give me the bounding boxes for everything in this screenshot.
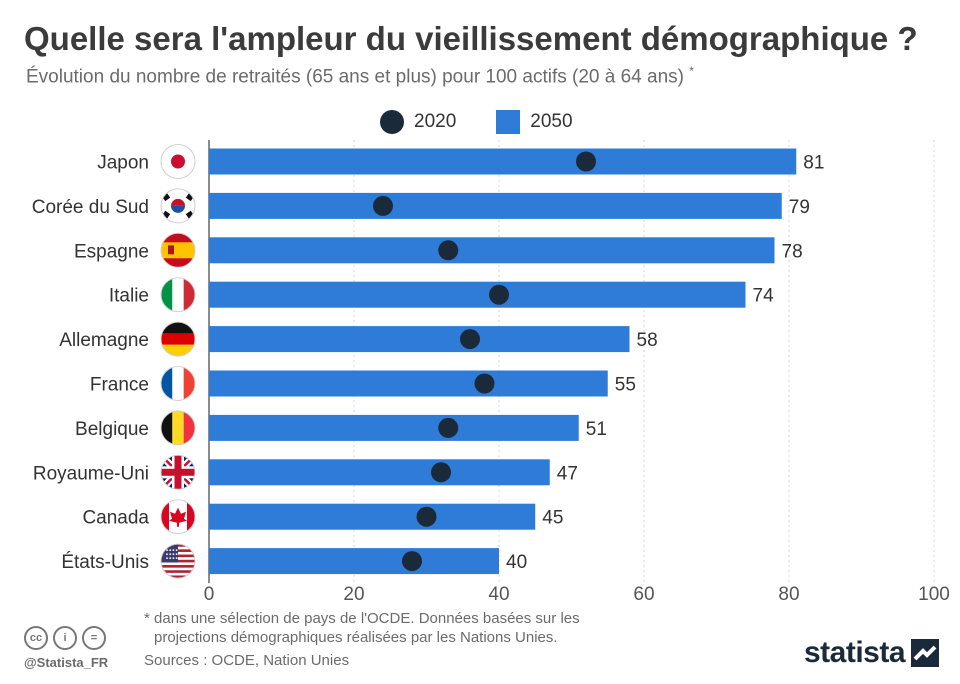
bar-value-label: 51	[586, 419, 607, 440]
germany-flag-icon	[161, 322, 195, 357]
bar-2050	[209, 370, 608, 397]
bar-value-label: 74	[753, 286, 775, 307]
flag-border	[160, 499, 196, 535]
dot-2020	[431, 462, 451, 483]
x-tick-label: 20	[343, 584, 364, 605]
dot-2020	[438, 240, 459, 261]
category-label: Japon	[97, 153, 149, 174]
bar-2050	[209, 192, 782, 219]
bar-value-label: 40	[506, 552, 527, 573]
attribution-icon[interactable]: i	[53, 626, 77, 650]
uk-flag-icon	[161, 455, 195, 490]
license-icons: cc i =	[24, 626, 106, 650]
flag-border	[160, 144, 196, 179]
flag-border	[160, 410, 196, 446]
bar-value-label: 47	[557, 463, 578, 484]
france-flag-icon	[161, 366, 195, 401]
bar-value-label: 79	[789, 197, 810, 218]
footnote: * dans une sélection de pays de l'OCDE. …	[144, 609, 664, 647]
legend-dot-icon	[380, 110, 404, 134]
category-label: Royaume-Uni	[33, 463, 149, 484]
bar-2050	[209, 459, 550, 486]
bar-2050	[209, 148, 797, 175]
cc-icon[interactable]: cc	[24, 626, 48, 650]
flag-border	[160, 543, 196, 579]
flag-border	[160, 366, 196, 401]
dot-2020	[489, 284, 509, 305]
bar-value-label: 45	[542, 508, 563, 529]
category-label: Belgique	[75, 419, 149, 440]
category-label: Italie	[109, 286, 149, 307]
dot-2020	[576, 151, 596, 172]
usa-flag-icon	[161, 544, 195, 579]
flag-border	[160, 321, 196, 357]
italy-flag-icon	[161, 277, 195, 312]
bar-value-label: 78	[782, 241, 803, 262]
canada-flag-icon	[161, 499, 195, 534]
subtitle-marker: *	[689, 64, 694, 78]
dot-2020	[373, 195, 393, 216]
legend-label-2050: 2050	[530, 111, 573, 132]
category-label: Canada	[82, 508, 149, 529]
dot-2020	[474, 373, 495, 394]
sources: Sources : OCDE, Nation Unies	[144, 652, 350, 669]
chart-area: 0 20 40 60 80 100 Japon 81 Corée du Sud 79 Espagne…	[32, 140, 950, 605]
spain-flag-icon	[161, 233, 195, 268]
category-label: Corée du Sud	[32, 197, 149, 218]
brand-name: statista	[804, 636, 906, 669]
bar-value-label: 58	[637, 330, 658, 351]
category-label: États-Unis	[61, 552, 149, 573]
south-korea-flag-icon	[161, 188, 195, 223]
x-tick-label: 40	[488, 584, 509, 605]
dot-2020	[402, 551, 422, 572]
category-label: France	[90, 375, 149, 396]
flag-border	[160, 277, 196, 313]
legend-item-2020: 2020	[380, 110, 456, 134]
bar-2050	[209, 281, 746, 308]
dot-2020	[416, 506, 437, 527]
statista-mark-icon	[911, 639, 940, 667]
category-label: Allemagne	[59, 330, 149, 351]
social-handle[interactable]: @Statista_FR	[24, 655, 109, 670]
x-tick-label: 80	[778, 584, 799, 605]
subtitle-text: Évolution du nombre de retraités (65 ans…	[26, 66, 684, 88]
no-derivatives-icon[interactable]: =	[82, 626, 106, 650]
bar-2050	[209, 237, 775, 264]
category-label: Espagne	[74, 241, 149, 262]
belgium-flag-icon	[161, 410, 195, 445]
bar-value-label: 55	[615, 375, 636, 396]
x-tick-label: 0	[204, 584, 215, 605]
x-tick-label: 60	[633, 584, 654, 605]
legend-item-2050: 2050	[496, 110, 573, 134]
flag-border	[160, 232, 196, 268]
chart-title: Quelle sera l'ampleur du vieillissement …	[24, 20, 918, 57]
bar-2050	[209, 503, 536, 530]
chart-subtitle: Évolution du nombre de retraités (65 ans…	[26, 64, 694, 88]
legend-label-2020: 2020	[414, 111, 457, 132]
legend-square-icon	[496, 110, 521, 134]
bar-2050	[209, 326, 630, 353]
footnote-line-1: * dans une sélection de pays de l'OCDE. …	[144, 610, 580, 627]
bar-2050	[209, 414, 579, 441]
bar-value-label: 81	[803, 153, 824, 174]
footnote-line-2: projections démographiques réalisées par…	[154, 629, 558, 646]
flag-border	[160, 454, 196, 490]
dot-2020	[438, 417, 459, 438]
dot-2020	[460, 329, 480, 350]
flag-border	[160, 188, 196, 224]
x-tick-label: 100	[918, 584, 950, 605]
bar-2050	[209, 548, 499, 575]
japan-flag-icon	[161, 144, 195, 179]
statista-logo[interactable]: statista	[804, 636, 940, 670]
legend: 2020 2050	[380, 110, 573, 134]
